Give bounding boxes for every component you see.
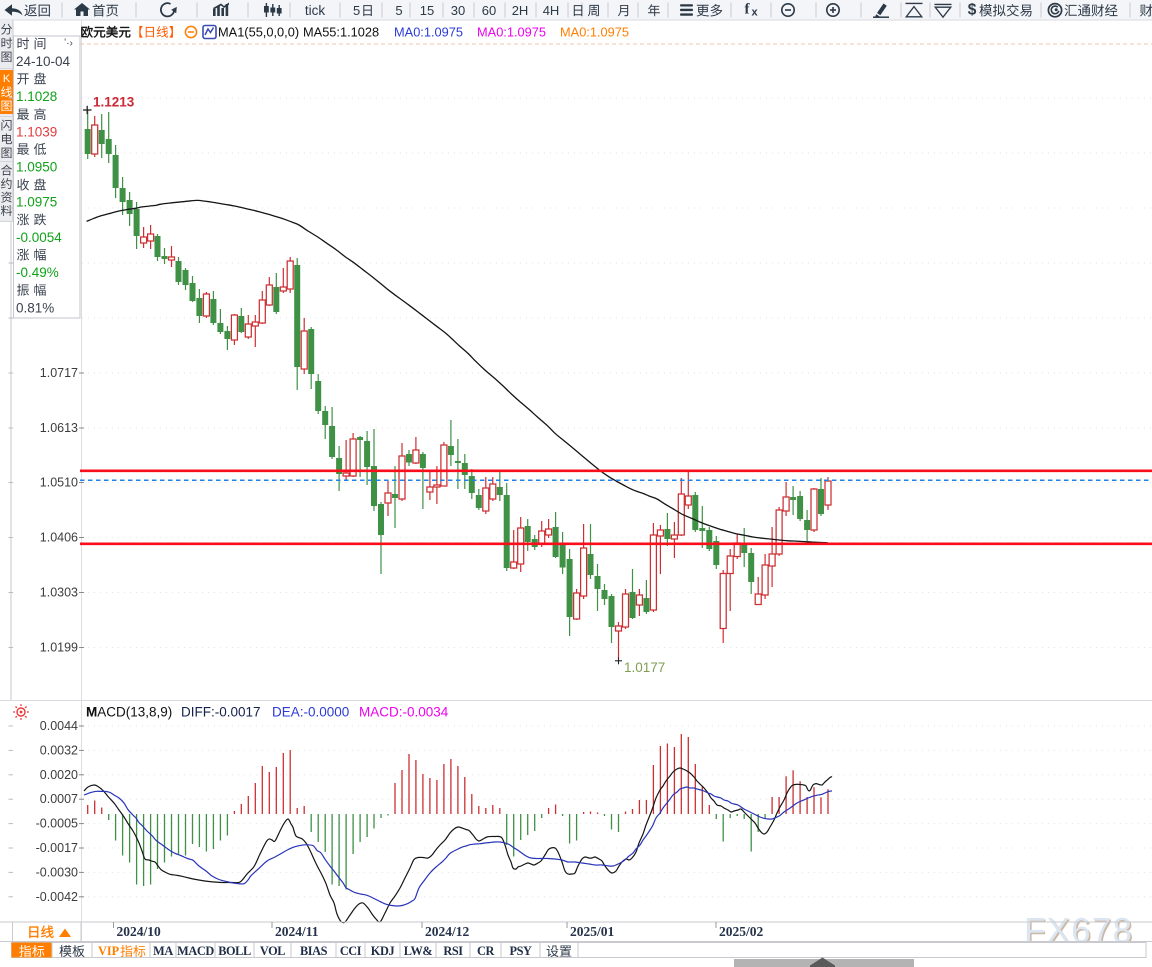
svg-text:K: K [3,73,11,85]
svg-text:KDJ: KDJ [371,944,395,958]
svg-text:-0.0042: -0.0042 [36,890,78,904]
svg-text:30: 30 [451,3,465,18]
svg-text:-0.0054: -0.0054 [16,230,62,245]
svg-text:tick: tick [305,3,326,18]
svg-text:MA0:1.0975: MA0:1.0975 [394,25,463,40]
svg-text:1.1028: 1.1028 [16,89,57,104]
svg-text:0.0032: 0.0032 [40,743,78,757]
svg-text:MA0:1.0975: MA0:1.0975 [560,25,629,40]
svg-text:DIFF:-0.0017: DIFF:-0.0017 [181,705,261,720]
svg-text:1.0177: 1.0177 [624,660,665,675]
svg-text:15: 15 [420,3,434,18]
svg-text:0.0007: 0.0007 [40,792,78,806]
svg-text:VOL: VOL [260,944,285,958]
svg-text:$: $ [968,2,977,19]
svg-text:MACD:-0.0034: MACD:-0.0034 [359,705,449,720]
svg-text:MACD: MACD [177,944,214,958]
svg-text:2024/10: 2024/10 [117,924,162,939]
svg-text:MA55:1.1028: MA55:1.1028 [303,25,379,40]
svg-text:24-10-04: 24-10-04 [16,54,71,69]
svg-text:BIAS: BIAS [300,944,328,958]
svg-text:BOLL: BOLL [218,944,251,958]
svg-text:1.1213: 1.1213 [93,95,135,110]
svg-text:PSY: PSY [509,944,532,958]
svg-text:RSI: RSI [443,944,463,958]
svg-text:VIP: VIP [98,944,120,958]
svg-text:2H: 2H [512,3,529,18]
svg-text:-0.0030: -0.0030 [36,865,78,879]
svg-text:2024/11: 2024/11 [275,924,319,939]
svg-text:CR: CR [477,944,494,958]
svg-text:MACD(13,8,9): MACD(13,8,9) [86,705,172,720]
svg-text:5: 5 [395,3,402,18]
svg-text:1.0510: 1.0510 [40,476,78,490]
svg-text:2025/02: 2025/02 [719,924,764,939]
svg-text:1.0950: 1.0950 [16,160,57,175]
svg-text:-0.0005: -0.0005 [36,817,78,831]
svg-text:1.0199: 1.0199 [40,641,78,655]
svg-text:1.0717: 1.0717 [40,366,78,380]
svg-text:-0.49%: -0.49% [16,265,59,280]
svg-text:DEA:-0.0000: DEA:-0.0000 [272,705,349,720]
svg-text:-0.0017: -0.0017 [36,841,78,855]
svg-text:0.0044: 0.0044 [40,719,78,733]
svg-text:5: 5 [353,3,360,18]
svg-text:2025/01: 2025/01 [570,924,615,939]
svg-text:MA0:1.0975: MA0:1.0975 [477,25,546,40]
svg-text:4H: 4H [543,3,560,18]
svg-text:ʼ·›: ʼ·› [64,38,73,49]
svg-text:60: 60 [482,3,496,18]
svg-text:0.0020: 0.0020 [40,768,78,782]
svg-text:LW&: LW& [404,944,433,958]
svg-text:1.0303: 1.0303 [40,586,78,600]
svg-text:x: x [751,7,758,19]
svg-text:1.0406: 1.0406 [40,531,78,545]
svg-text:CCI: CCI [340,944,362,958]
svg-text:f: f [745,2,751,18]
svg-text:MA: MA [153,944,173,958]
svg-text:1.1039: 1.1039 [16,124,57,139]
svg-text:MA1(55,0,0,0): MA1(55,0,0,0) [218,25,299,40]
svg-text:0.81%: 0.81% [16,300,54,315]
svg-text:1.0975: 1.0975 [16,195,57,210]
svg-text:1.0613: 1.0613 [40,421,78,435]
svg-text:2024/12: 2024/12 [425,924,470,939]
svg-text:M: M [86,705,97,720]
